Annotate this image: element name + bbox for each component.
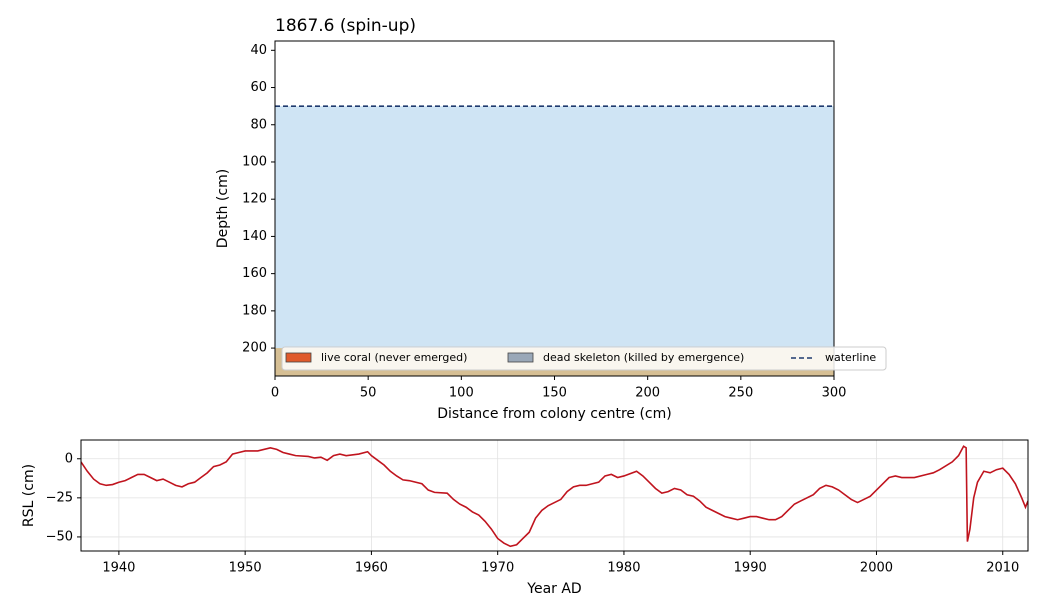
x-tick-label: 1980 <box>607 561 640 576</box>
y-axis-label: RSL (cm) <box>21 464 37 527</box>
grid <box>81 440 1028 551</box>
y-axis-label: Depth (cm) <box>215 169 231 248</box>
x-tick-label: 1970 <box>481 561 514 576</box>
rsl-line <box>81 445 1028 548</box>
y-tick-label: 180 <box>242 303 267 318</box>
water <box>275 106 834 349</box>
x-tick-label: 1990 <box>734 561 767 576</box>
legend-label: waterline <box>825 351 876 364</box>
x-tick-label: 250 <box>728 386 753 401</box>
x-axis-label: Year AD <box>526 581 581 597</box>
axes-frame <box>80 439 1029 552</box>
y-tick-label: −25 <box>46 490 73 505</box>
x-tick-label: 1940 <box>102 561 135 576</box>
y-tick-label: 160 <box>242 266 267 281</box>
legend-label: live coral (never emerged) <box>321 351 467 364</box>
x-tick-label: 150 <box>542 386 567 401</box>
x-tick-label: 200 <box>635 386 660 401</box>
x-tick-label: 0 <box>271 386 279 401</box>
y-tick-label: 200 <box>242 341 267 356</box>
y-tick-label: 60 <box>250 80 267 95</box>
y-tick-label: −50 <box>46 529 73 544</box>
y-tick-label: 140 <box>242 229 267 244</box>
legend-box <box>281 346 887 371</box>
x-tick-label: 300 <box>822 386 847 401</box>
y-tick-label: 120 <box>242 192 267 207</box>
y-tick-label: 100 <box>242 154 267 169</box>
x-tick-label: 1950 <box>229 561 262 576</box>
legend-swatch <box>507 352 534 363</box>
x-axis-label: Distance from colony centre (cm) <box>437 406 671 422</box>
chart-title: 1867.6 (spin-up) <box>275 16 416 36</box>
legend-label: dead skeleton (killed by emergence) <box>543 351 744 364</box>
x-tick-label: 2000 <box>860 561 893 576</box>
x-tick-label: 1960 <box>355 561 388 576</box>
x-tick-label: 50 <box>360 386 377 401</box>
x-tick-label: 2010 <box>986 561 1019 576</box>
x-tick-label: 100 <box>449 386 474 401</box>
legend-swatch <box>285 352 312 363</box>
y-tick-label: 0 <box>65 451 73 466</box>
y-tick-label: 80 <box>250 117 267 132</box>
y-tick-label: 40 <box>250 43 267 58</box>
